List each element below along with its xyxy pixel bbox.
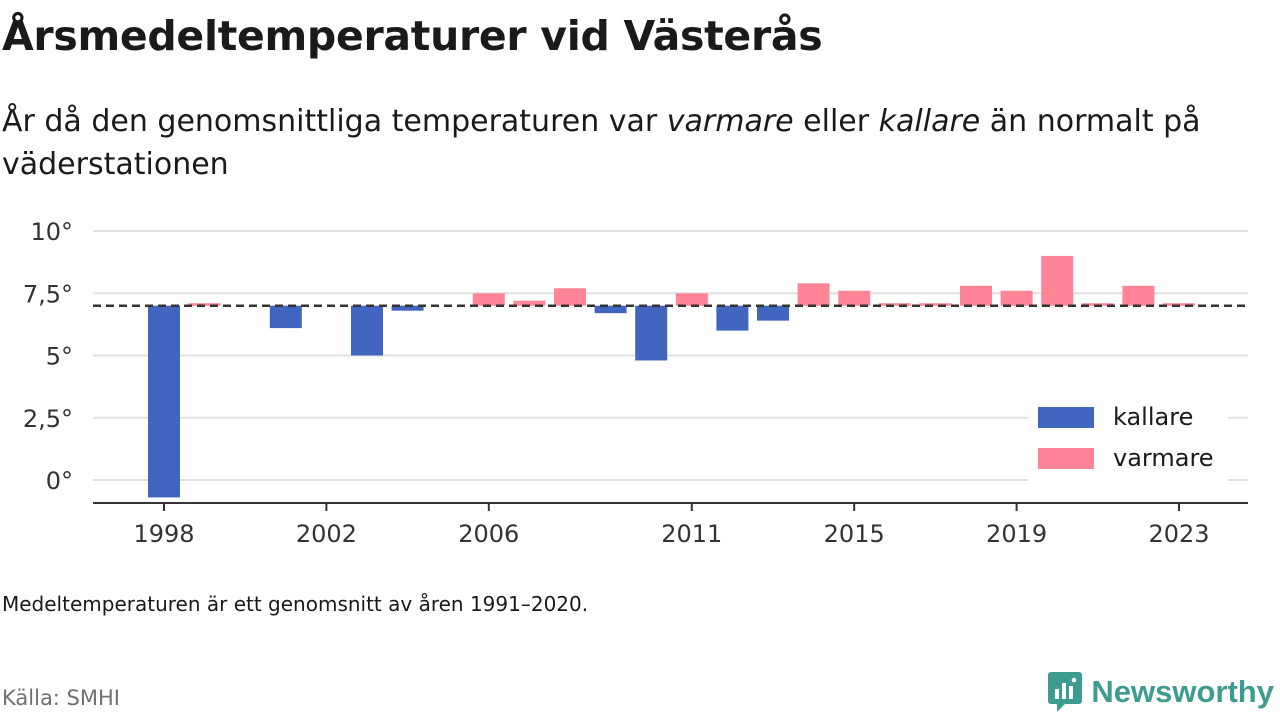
x-tick-label: 2019 [986, 520, 1047, 548]
y-tick-label: 5° [46, 343, 73, 371]
x-tick-label: 1998 [133, 520, 194, 548]
footnote: Medeltemperaturen är ett genomsnitt av å… [2, 592, 589, 616]
bar-warmer [960, 285, 992, 306]
bar-colder [269, 305, 302, 329]
subtitle-text-2: eller [793, 104, 879, 139]
bar-warmer [919, 303, 952, 306]
y-tick-label: 0° [46, 467, 73, 495]
x-tick-label: 2011 [661, 520, 722, 548]
legend-swatch-colder [1038, 407, 1094, 428]
subtitle-warmer: varmare [666, 104, 794, 139]
subtitle-text-3: än normalt på väderstationen [2, 104, 1201, 182]
bar-warmer [675, 293, 708, 306]
bar-warmer [838, 290, 871, 306]
x-tick-label: 2023 [1148, 520, 1209, 548]
temperature-bar-chart: 0° 2,5° 5° 7,5° 10° 1998 2002 2006 2011 2015 2019 2… [23, 218, 1248, 548]
bar-warmer [1000, 290, 1033, 306]
source-label: Källa: SMHI [2, 686, 120, 710]
bar-colder [148, 305, 180, 498]
bar-colder [635, 305, 668, 361]
y-tick-label: 2,5° [23, 405, 73, 433]
brand-logo: Newsworthy [1047, 670, 1274, 714]
subtitle-colder: kallare [878, 104, 981, 139]
subtitle-text-1: År då den genomsnittliga temperaturen va… [2, 104, 667, 139]
x-tick-label: 2006 [458, 520, 519, 548]
y-tick-label: 7,5° [23, 280, 73, 308]
bar-warmer [513, 300, 546, 306]
bar-colder [757, 305, 789, 321]
bar-warmer [472, 293, 505, 306]
brand-name: Newsworthy [1091, 674, 1274, 709]
x-tick-label: 2015 [824, 520, 885, 548]
legend-label-colder: kallare [1113, 403, 1193, 431]
legend-label-warmer: varmare [1113, 444, 1214, 472]
legend-swatch-warmer [1038, 448, 1094, 469]
bar-colder [351, 305, 383, 356]
bar-colder [391, 305, 424, 311]
bar-colder [716, 305, 749, 331]
bar-warmer [554, 288, 586, 306]
bar-warmer [797, 283, 830, 306]
y-tick-label: 10° [30, 218, 73, 246]
bar-warmer [1122, 285, 1155, 306]
chart-subtitle: År då den genomsnittliga temperaturen va… [2, 100, 1272, 186]
bar-warmer [878, 303, 911, 306]
newsworthy-logo-icon [1048, 672, 1083, 712]
bar-warmer [1041, 255, 1074, 306]
chart-title: Årsmedeltemperaturer vid Västerås [2, 12, 823, 60]
bar-colder [594, 305, 627, 314]
x-tick-label: 2002 [296, 520, 357, 548]
